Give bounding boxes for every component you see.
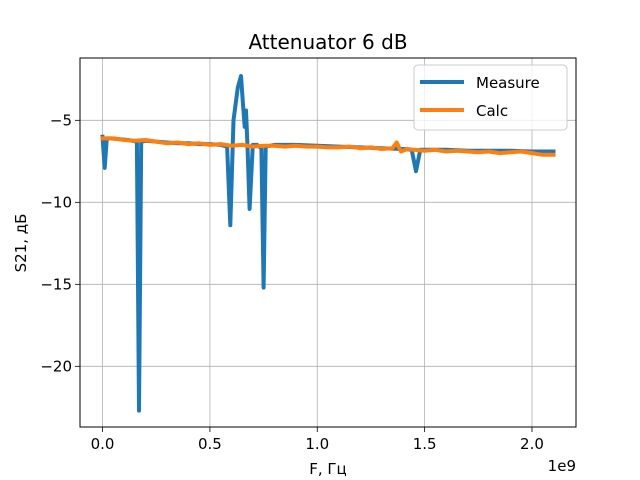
chart-title: Attenuator 6 dB — [248, 30, 407, 54]
x-axis-label: F, Гц — [309, 460, 347, 478]
x-tick-label: 1.5 — [413, 435, 437, 453]
y-tick-label: −10 — [40, 193, 72, 211]
x-tick-label: 2.0 — [520, 435, 544, 453]
y-tick-label: −20 — [40, 357, 72, 375]
x-tick-label: 0.0 — [91, 435, 115, 453]
plot-series — [100, 74, 556, 413]
y-axis-label: S21, дБ — [12, 214, 30, 273]
legend: Measure Calc — [413, 64, 568, 131]
axis-ticks: 0.0 0.5 1.0 1.5 2.0 −5 −10 −15 −20 — [40, 111, 544, 453]
legend-label-calc: Calc — [476, 102, 508, 120]
y-tick-label: −15 — [40, 275, 72, 293]
legend-label-measure: Measure — [476, 74, 540, 92]
series-line-calc — [100, 136, 556, 157]
x-tick-label: 0.5 — [198, 435, 222, 453]
x-offset-text: 1e9 — [548, 457, 576, 475]
plot-frame — [79, 57, 577, 428]
x-tick-label: 1.0 — [305, 435, 329, 453]
y-tick-label: −5 — [50, 111, 72, 129]
